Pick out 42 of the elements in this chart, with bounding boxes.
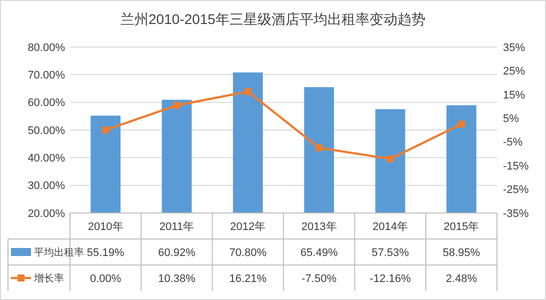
y2-tick-label: 15% xyxy=(503,89,526,102)
x-tick-label: 2015年 xyxy=(444,220,480,233)
y-tick-label: 20.00% xyxy=(28,208,66,220)
data-label: 0.00% xyxy=(90,272,122,285)
point xyxy=(316,144,323,152)
data-label: 60.92% xyxy=(158,246,196,259)
x-tick-label: 2014年 xyxy=(372,220,408,233)
y2-tick-label: -25% xyxy=(503,184,529,196)
data-label: -7.50% xyxy=(302,272,337,285)
point xyxy=(102,126,110,134)
data-label: 57.53% xyxy=(372,246,410,259)
x-tick-label: 2010年 xyxy=(88,220,124,233)
y-tick-label: 30.00% xyxy=(28,180,66,192)
y-tick-label: 70.00% xyxy=(28,70,66,82)
data-label: 16.21% xyxy=(229,272,267,285)
point xyxy=(386,155,394,162)
x-tick-label: 2013年 xyxy=(301,220,337,233)
y2-tick-label: 5% xyxy=(503,112,520,125)
point xyxy=(458,120,465,128)
y2-tick-label: -5% xyxy=(503,136,523,149)
y-tick-label: 40.00% xyxy=(28,152,66,165)
data-label: 2.48% xyxy=(446,272,478,285)
point xyxy=(173,102,180,109)
chart-title: 兰州2010-2015年三星级酒店平均出租率变动趋势 xyxy=(120,11,426,27)
x-tick-label: 2012年 xyxy=(230,220,266,233)
y-tick-label: 80.00% xyxy=(28,42,66,54)
y2-tick-label: -35% xyxy=(503,208,529,220)
data-label: 70.80% xyxy=(229,246,267,259)
x-tick-label: 2011年 xyxy=(159,220,194,233)
legend-label: 增长率 xyxy=(33,272,64,284)
legend-label: 平均出租率 xyxy=(34,246,84,258)
data-label: 55.19% xyxy=(86,246,124,259)
y-tick-label: 60.00% xyxy=(28,97,66,110)
data-label: 65.49% xyxy=(300,246,338,259)
y2-tick-label: 25% xyxy=(503,66,526,78)
y-tick-label: 50.00% xyxy=(28,124,66,137)
point xyxy=(244,88,252,96)
data-label: -12.16% xyxy=(370,272,411,285)
y2-tick-label: -15% xyxy=(503,160,529,172)
data-label: 58.95% xyxy=(442,246,480,259)
y2-tick-label: 35% xyxy=(503,42,526,54)
data-label: 10.38% xyxy=(158,272,196,285)
